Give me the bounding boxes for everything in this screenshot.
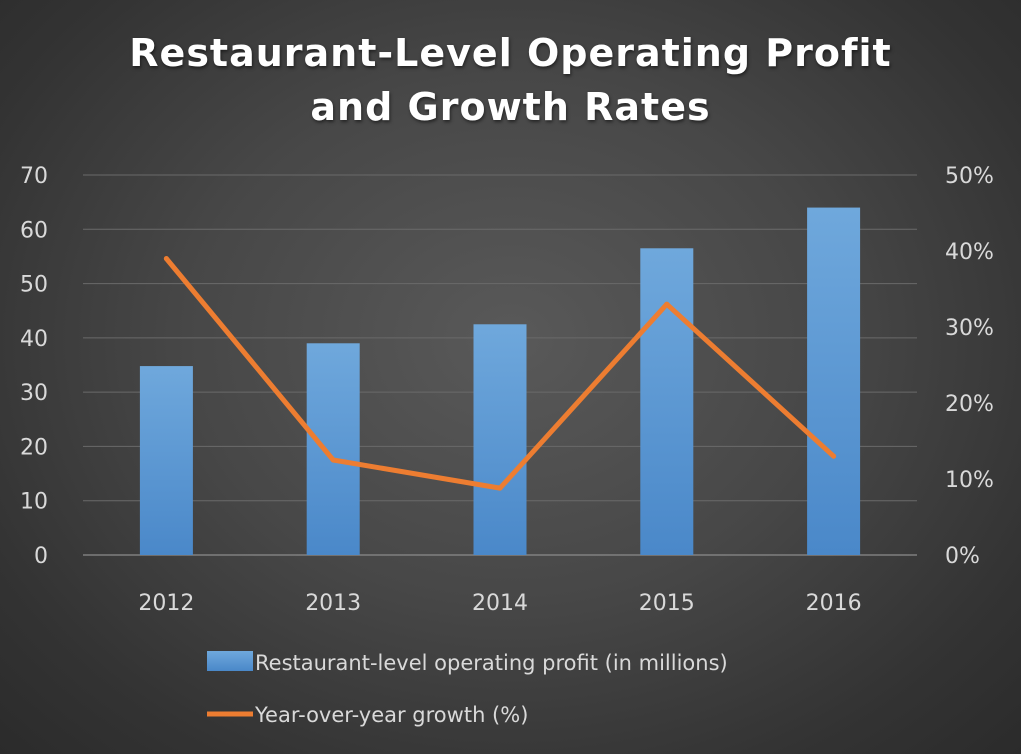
y-left-tick-label: 50 (20, 273, 48, 298)
growth-point-2014 (497, 485, 503, 491)
y-right-tick-label: 0% (945, 544, 980, 569)
y-right-tick-label: 40% (945, 240, 994, 265)
legend-item-bar: Restaurant-level operating profit (in mi… (207, 651, 728, 675)
y-left-tick-label: 0 (34, 544, 48, 569)
x-tick-label: 2014 (472, 591, 528, 616)
legend: Restaurant-level operating profit (in mi… (207, 651, 728, 727)
y-right-tick-label: 20% (945, 392, 994, 417)
legend-swatch-bar (207, 651, 253, 671)
y-right-tick-label: 50% (945, 164, 994, 189)
legend-item-line: Year-over-year growth (%) (207, 703, 528, 727)
legend-label-bar: Restaurant-level operating profit (in mi… (255, 651, 728, 675)
x-tick-label: 2013 (305, 591, 361, 616)
y-right-tick-label: 30% (945, 316, 994, 341)
x-tick-label: 2016 (806, 591, 862, 616)
y-left-tick-label: 20 (20, 435, 48, 460)
y-left-tick-label: 60 (20, 218, 48, 243)
chart-title-line-1: Restaurant-Level Operating Profit (129, 31, 892, 75)
growth-point-2012 (163, 256, 169, 262)
bar-2016 (807, 207, 861, 556)
bar-2014 (473, 324, 527, 555)
axes: 0 10 20 30 40 50 60 70 0% 10% 20% 30% 40% 50% 2012 2013… (20, 164, 994, 616)
legend-label-line: Year-over-year growth (%) (254, 703, 528, 727)
growth-point-2013 (330, 457, 336, 463)
gridlines (83, 174, 917, 556)
y-left-tick-label: 70 (20, 164, 48, 189)
bar-series (139, 207, 861, 556)
bar-2012 (139, 366, 193, 555)
y-right-tick-label: 10% (945, 468, 994, 493)
x-tick-label: 2015 (639, 591, 695, 616)
line-series (163, 256, 837, 491)
y-left-tick-label: 30 (20, 381, 48, 406)
chart-title: Restaurant-Level Operating Profit and Gr… (0, 26, 1021, 134)
y-left-tick-label: 40 (20, 327, 48, 352)
bar-2015 (640, 248, 694, 556)
growth-point-2016 (831, 453, 837, 459)
x-tick-label: 2012 (138, 591, 194, 616)
y-left-tick-label: 10 (20, 490, 48, 515)
chart-title-line-2: and Growth Rates (310, 85, 711, 129)
growth-point-2015 (664, 301, 670, 307)
bar-2013 (306, 343, 360, 555)
